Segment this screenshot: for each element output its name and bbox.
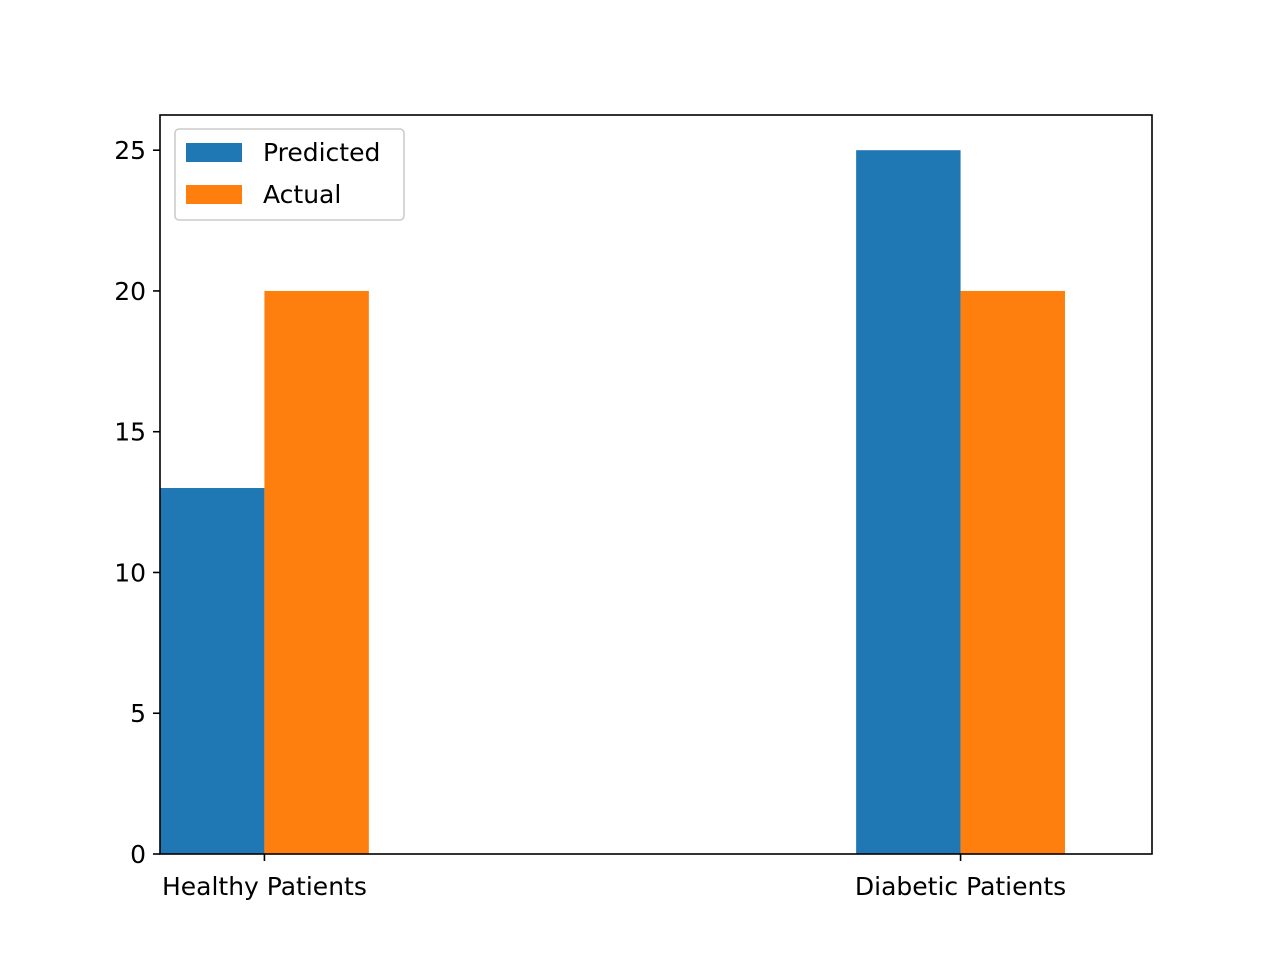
y-tick-label: 5	[130, 699, 146, 728]
y-tick-label: 15	[114, 418, 146, 447]
legend-swatch-actual	[186, 185, 242, 204]
bar-actual-0	[264, 290, 369, 854]
bar-predicted-0	[160, 488, 265, 854]
y-tick-label: 10	[114, 558, 146, 587]
legend: Predicted Actual	[174, 128, 405, 221]
legend-swatch-predicted	[186, 143, 242, 162]
bar-actual-1	[960, 290, 1065, 854]
y-tick-label: 25	[114, 136, 146, 165]
y-tick-label: 20	[114, 277, 146, 306]
legend-label-predicted: Predicted	[263, 138, 380, 167]
x-tick-label: Healthy Patients	[162, 872, 367, 901]
axes-frame	[159, 114, 1153, 855]
bars-layer	[160, 150, 1065, 854]
legend-label-actual: Actual	[263, 180, 341, 209]
bar-predicted-1	[856, 150, 961, 854]
y-tick-label: 0	[130, 840, 146, 869]
axes-layer: 0 5 10 15 20 25 Healthy Patients Diabetic Patie…	[114, 114, 1153, 901]
x-tick-label: Diabetic Patients	[855, 872, 1066, 901]
